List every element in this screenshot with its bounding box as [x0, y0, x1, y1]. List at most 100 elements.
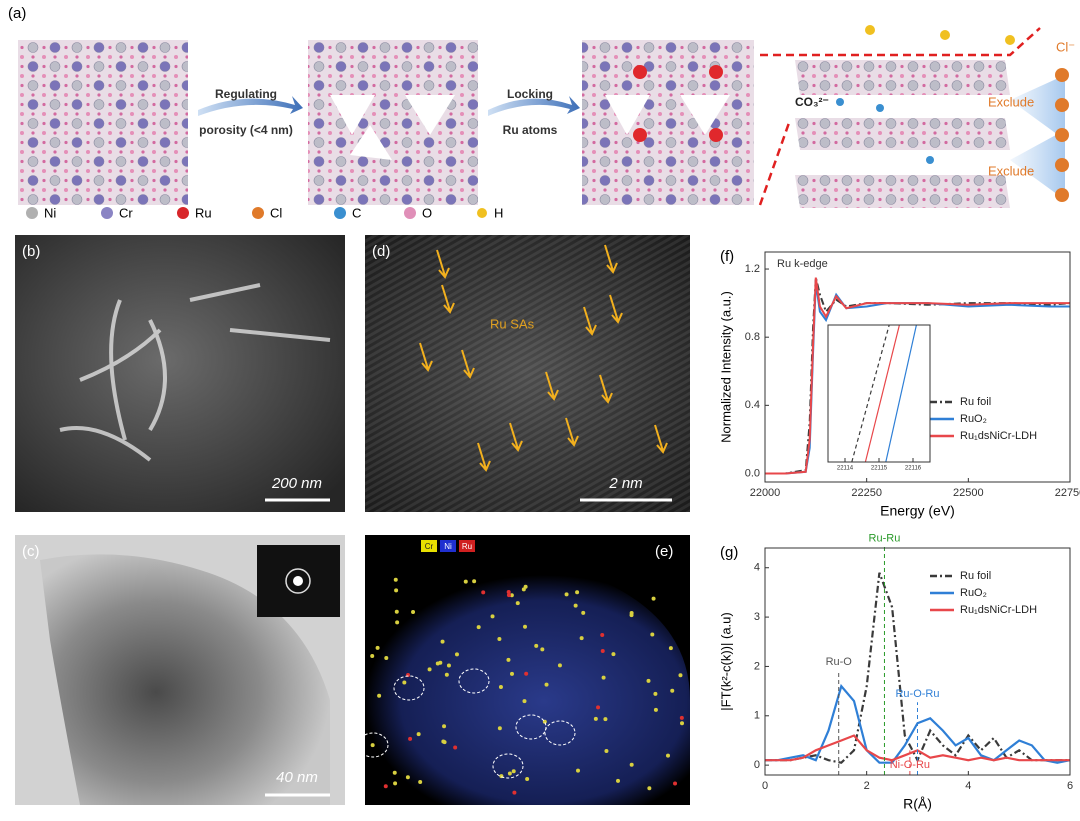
highlight: [393, 675, 425, 701]
lattice: [18, 40, 188, 205]
eds-dot: [581, 610, 586, 615]
arrow: [441, 284, 455, 314]
plot-frame: [827, 324, 931, 463]
eds-dot: [377, 693, 382, 698]
eds-dot: [650, 632, 655, 637]
x-tick-label: 22115: [871, 466, 888, 472]
eds-dot: [523, 624, 528, 629]
panel-label: (f): [720, 248, 734, 265]
eds-dot: [611, 652, 616, 657]
eds-dot: [408, 736, 413, 741]
eds-dot: [472, 579, 477, 584]
annotation: Ru SAs: [490, 316, 535, 331]
ion-label: CO₃²⁻: [795, 95, 829, 109]
scale-bar-label: 2 nm: [608, 475, 642, 492]
legend-label: Ru₁dsNiCr-LDH: [960, 604, 1037, 616]
h-atom: [865, 25, 875, 35]
eds-dot: [593, 716, 598, 721]
pore: [605, 95, 650, 135]
eds-dot: [509, 671, 514, 676]
saed-spot: [293, 576, 303, 586]
eds-dot: [557, 663, 562, 668]
eds-dot: [393, 577, 398, 582]
ru-atom: [633, 128, 647, 142]
eds-dot: [497, 636, 502, 641]
series-line: [765, 572, 1070, 764]
x-tick-label: 22114: [837, 466, 854, 472]
highlight: [515, 714, 547, 740]
highlight: [458, 668, 490, 694]
eds-dot: [629, 762, 634, 767]
legend-label: O: [422, 205, 432, 220]
arrow: [599, 374, 613, 404]
eds-dot: [481, 590, 486, 595]
series-line: [851, 324, 890, 463]
legend-label: Cr: [425, 542, 434, 551]
x-tick-label: 22116: [905, 466, 922, 472]
ru-atom: [709, 128, 723, 142]
y-tick-label: 1: [754, 710, 760, 722]
exclusion-cone: [1010, 130, 1065, 200]
annotation: Ru-Ru: [869, 533, 901, 545]
c-atom: [876, 104, 884, 112]
arrow: [477, 442, 491, 472]
legend-label: RuO₂: [960, 413, 987, 425]
lattice: [582, 40, 754, 205]
x-tick-label: 22000: [750, 487, 781, 499]
x-tick-label: 2: [864, 780, 870, 792]
eds-dot: [575, 590, 580, 595]
eds-dot: [579, 636, 584, 641]
highlight: [492, 753, 524, 779]
y-tick-label: 3: [754, 611, 760, 623]
chart-title: Ru k-edge: [777, 258, 828, 270]
arrow: [545, 371, 559, 401]
eds-dot: [544, 682, 549, 687]
layer: [795, 60, 1010, 95]
eds-dot: [506, 593, 511, 598]
eds-dot: [427, 667, 432, 672]
x-tick-label: 22250: [851, 487, 882, 499]
eds-dot: [394, 588, 399, 593]
eds-dot: [596, 705, 601, 710]
eds-dot: [444, 672, 449, 677]
h-atom: [1005, 35, 1015, 45]
eds-dot: [603, 717, 608, 722]
annotation: Ni-O-Ru: [890, 759, 930, 771]
eds-dot: [534, 643, 539, 648]
panel-label: (e): [655, 543, 673, 560]
cl-ion: [1055, 188, 1069, 202]
highlight: [357, 732, 389, 758]
step-label: Locking: [507, 87, 553, 101]
eds-region: [365, 575, 690, 805]
eds-dot: [506, 657, 511, 662]
legend-label: Cr: [119, 205, 133, 220]
eds-dot: [454, 652, 459, 657]
eds-dot: [646, 678, 651, 683]
eds-dot: [521, 587, 526, 592]
legend-label: Ru: [462, 542, 472, 551]
pore: [680, 95, 730, 135]
eds-dot: [573, 603, 578, 608]
zoom-line: [758, 27, 1041, 206]
eds-dot: [375, 645, 380, 650]
eds-dot: [383, 784, 388, 789]
panel-label: (c): [22, 543, 40, 560]
eds-dot: [576, 768, 581, 773]
eds-dot: [370, 743, 375, 748]
eds-dot: [490, 614, 495, 619]
eds-dot: [392, 770, 397, 775]
eds-dot: [370, 653, 375, 658]
eds-dot: [680, 721, 685, 726]
eds-dot: [446, 663, 451, 668]
panel-label: (d): [372, 243, 390, 260]
legend-label: H: [494, 205, 503, 220]
x-tick-label: 22500: [953, 487, 984, 499]
scale-bar-label: 40 nm: [276, 769, 318, 786]
nanosheets: [59, 283, 331, 462]
exclusion-cone: [1010, 75, 1065, 140]
eds-dot: [604, 749, 609, 754]
x-axis-label: Energy (eV): [880, 503, 955, 519]
eds-dot: [418, 780, 423, 785]
c-atom: [926, 156, 934, 164]
